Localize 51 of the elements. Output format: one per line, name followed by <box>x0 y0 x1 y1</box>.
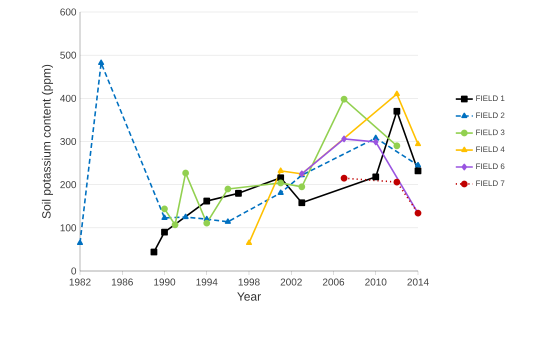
point <box>298 183 306 190</box>
point <box>393 178 400 186</box>
point <box>414 140 422 146</box>
y-tick-label: 300 <box>60 138 76 146</box>
y-tick-label: 200 <box>60 181 76 188</box>
x-tick-label: 2002 <box>280 278 302 286</box>
point <box>277 180 284 186</box>
y-tick-label: 500 <box>60 52 76 59</box>
point <box>203 220 210 226</box>
point <box>298 199 306 206</box>
y-tick-label: 400 <box>60 94 76 102</box>
point <box>340 174 348 182</box>
y-axis-title: Soil potassium content (ppm) <box>42 64 54 218</box>
point <box>393 108 400 115</box>
point <box>394 90 400 96</box>
point <box>235 190 242 197</box>
y-tick-label: 100 <box>60 224 76 232</box>
point <box>182 170 190 176</box>
x-tick-label: 1982 <box>70 278 91 286</box>
point <box>172 221 178 228</box>
x-tick-label: 2010 <box>365 278 386 286</box>
point <box>150 248 158 256</box>
x-tick-label: 2014 <box>407 278 429 286</box>
point <box>246 240 252 246</box>
point <box>373 138 378 146</box>
point <box>224 186 232 192</box>
point <box>414 167 422 174</box>
point <box>372 174 380 180</box>
x-tick-label: 2006 <box>322 278 344 286</box>
point <box>340 96 348 103</box>
x-tick-label: 1986 <box>112 278 133 286</box>
y-tick-label: 600 <box>60 8 76 16</box>
point <box>76 240 84 246</box>
point <box>372 134 379 140</box>
point <box>161 228 168 236</box>
x-axis-title: Year <box>237 292 261 301</box>
point <box>393 142 400 150</box>
point <box>278 189 284 195</box>
point <box>224 218 231 224</box>
x-tick-label: 1994 <box>196 278 218 286</box>
point <box>414 162 422 168</box>
point <box>98 60 104 66</box>
point <box>161 214 168 220</box>
point <box>161 205 168 212</box>
point <box>182 214 189 220</box>
point <box>341 136 347 142</box>
x-tick-label: 1990 <box>154 278 176 286</box>
y-tick-label: 0 <box>71 267 76 275</box>
x-tick-label: 1998 <box>238 278 260 286</box>
point <box>203 198 210 204</box>
point <box>278 167 284 173</box>
